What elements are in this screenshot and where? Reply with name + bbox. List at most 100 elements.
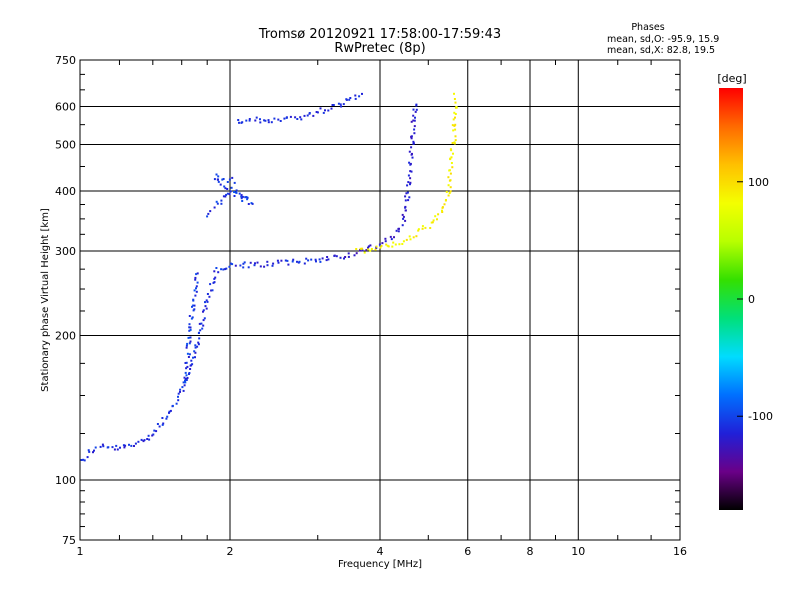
data-point [215, 200, 218, 203]
data-point [106, 446, 109, 449]
data-point [410, 153, 413, 156]
axis-ticks: 1 2 4 6 8 10 16 75 100 200 300 400 500 600 750 [55, 54, 687, 558]
data-points [80, 92, 458, 462]
data-point [355, 248, 358, 250]
data-point [449, 157, 452, 160]
data-point [243, 261, 246, 264]
data-point [397, 230, 400, 233]
data-point [454, 123, 457, 126]
data-point [398, 227, 400, 230]
data-point [197, 341, 200, 344]
data-point [407, 174, 410, 177]
data-point [185, 379, 188, 381]
data-point [412, 142, 415, 145]
data-point [381, 242, 384, 245]
data-point [207, 212, 210, 215]
y-tick-label: 400 [55, 185, 76, 198]
data-point [402, 215, 405, 218]
y-tick-label: 300 [55, 245, 76, 258]
data-point [215, 267, 218, 269]
data-point [209, 210, 212, 213]
data-point [327, 109, 330, 112]
data-point [248, 118, 251, 120]
data-point [240, 194, 243, 197]
data-point [337, 102, 340, 105]
data-point [161, 417, 164, 419]
data-point [194, 276, 197, 279]
data-point [353, 254, 356, 257]
data-point [298, 260, 301, 263]
data-point [187, 336, 190, 339]
data-point [220, 202, 223, 205]
data-point [441, 211, 444, 213]
data-point [287, 263, 290, 266]
data-point [189, 326, 192, 329]
data-point [259, 121, 262, 124]
data-point [230, 186, 233, 189]
data-point [190, 317, 193, 320]
data-point [413, 128, 416, 131]
data-point [365, 249, 368, 252]
data-point [188, 315, 191, 317]
data-point [220, 199, 223, 202]
data-point [369, 244, 372, 247]
data-point [206, 215, 209, 218]
data-point [379, 246, 382, 249]
y-tick-label: 200 [55, 330, 76, 343]
data-point [255, 116, 258, 119]
data-point [359, 247, 362, 250]
data-point [246, 198, 249, 201]
data-point [247, 203, 250, 205]
data-point [408, 150, 411, 153]
data-point [188, 342, 191, 345]
data-point [404, 206, 407, 209]
data-point [263, 265, 266, 268]
data-point [194, 346, 197, 349]
data-point [310, 258, 313, 261]
data-point [171, 404, 174, 407]
data-point [294, 116, 297, 119]
data-point [450, 149, 453, 152]
data-point [454, 101, 457, 104]
grid-lines [80, 60, 680, 540]
data-point [375, 245, 378, 248]
data-point [358, 95, 361, 98]
data-point [156, 423, 159, 425]
data-point [124, 444, 127, 447]
data-point [331, 104, 334, 106]
data-point [324, 109, 326, 112]
data-point [194, 294, 197, 297]
data-point [441, 209, 443, 212]
data-point [175, 402, 178, 405]
data-point [233, 195, 236, 197]
data-point [408, 161, 411, 164]
data-point [214, 276, 217, 279]
data-point [226, 188, 229, 190]
data-point [245, 119, 248, 122]
data-point [407, 199, 410, 202]
data-point [153, 429, 156, 432]
data-point [177, 392, 180, 395]
data-point [213, 206, 216, 209]
data-point [86, 456, 89, 459]
data-point [225, 267, 228, 270]
data-point [452, 118, 455, 121]
data-point [367, 245, 370, 248]
data-point [402, 217, 405, 220]
data-point [250, 202, 253, 205]
data-point [407, 181, 410, 184]
data-point [248, 119, 251, 122]
data-point [161, 423, 164, 426]
data-point [185, 374, 188, 377]
data-point [220, 268, 223, 271]
data-point [285, 116, 288, 119]
data-point [155, 430, 158, 433]
data-point [224, 195, 227, 198]
data-point [421, 227, 424, 230]
data-point [224, 268, 227, 271]
data-point [408, 235, 411, 238]
data-point [179, 390, 181, 393]
chart-title: Tromsø 20120921 17:58:00-17:59:43 [258, 27, 501, 42]
data-point [241, 195, 244, 198]
data-point [452, 129, 455, 132]
